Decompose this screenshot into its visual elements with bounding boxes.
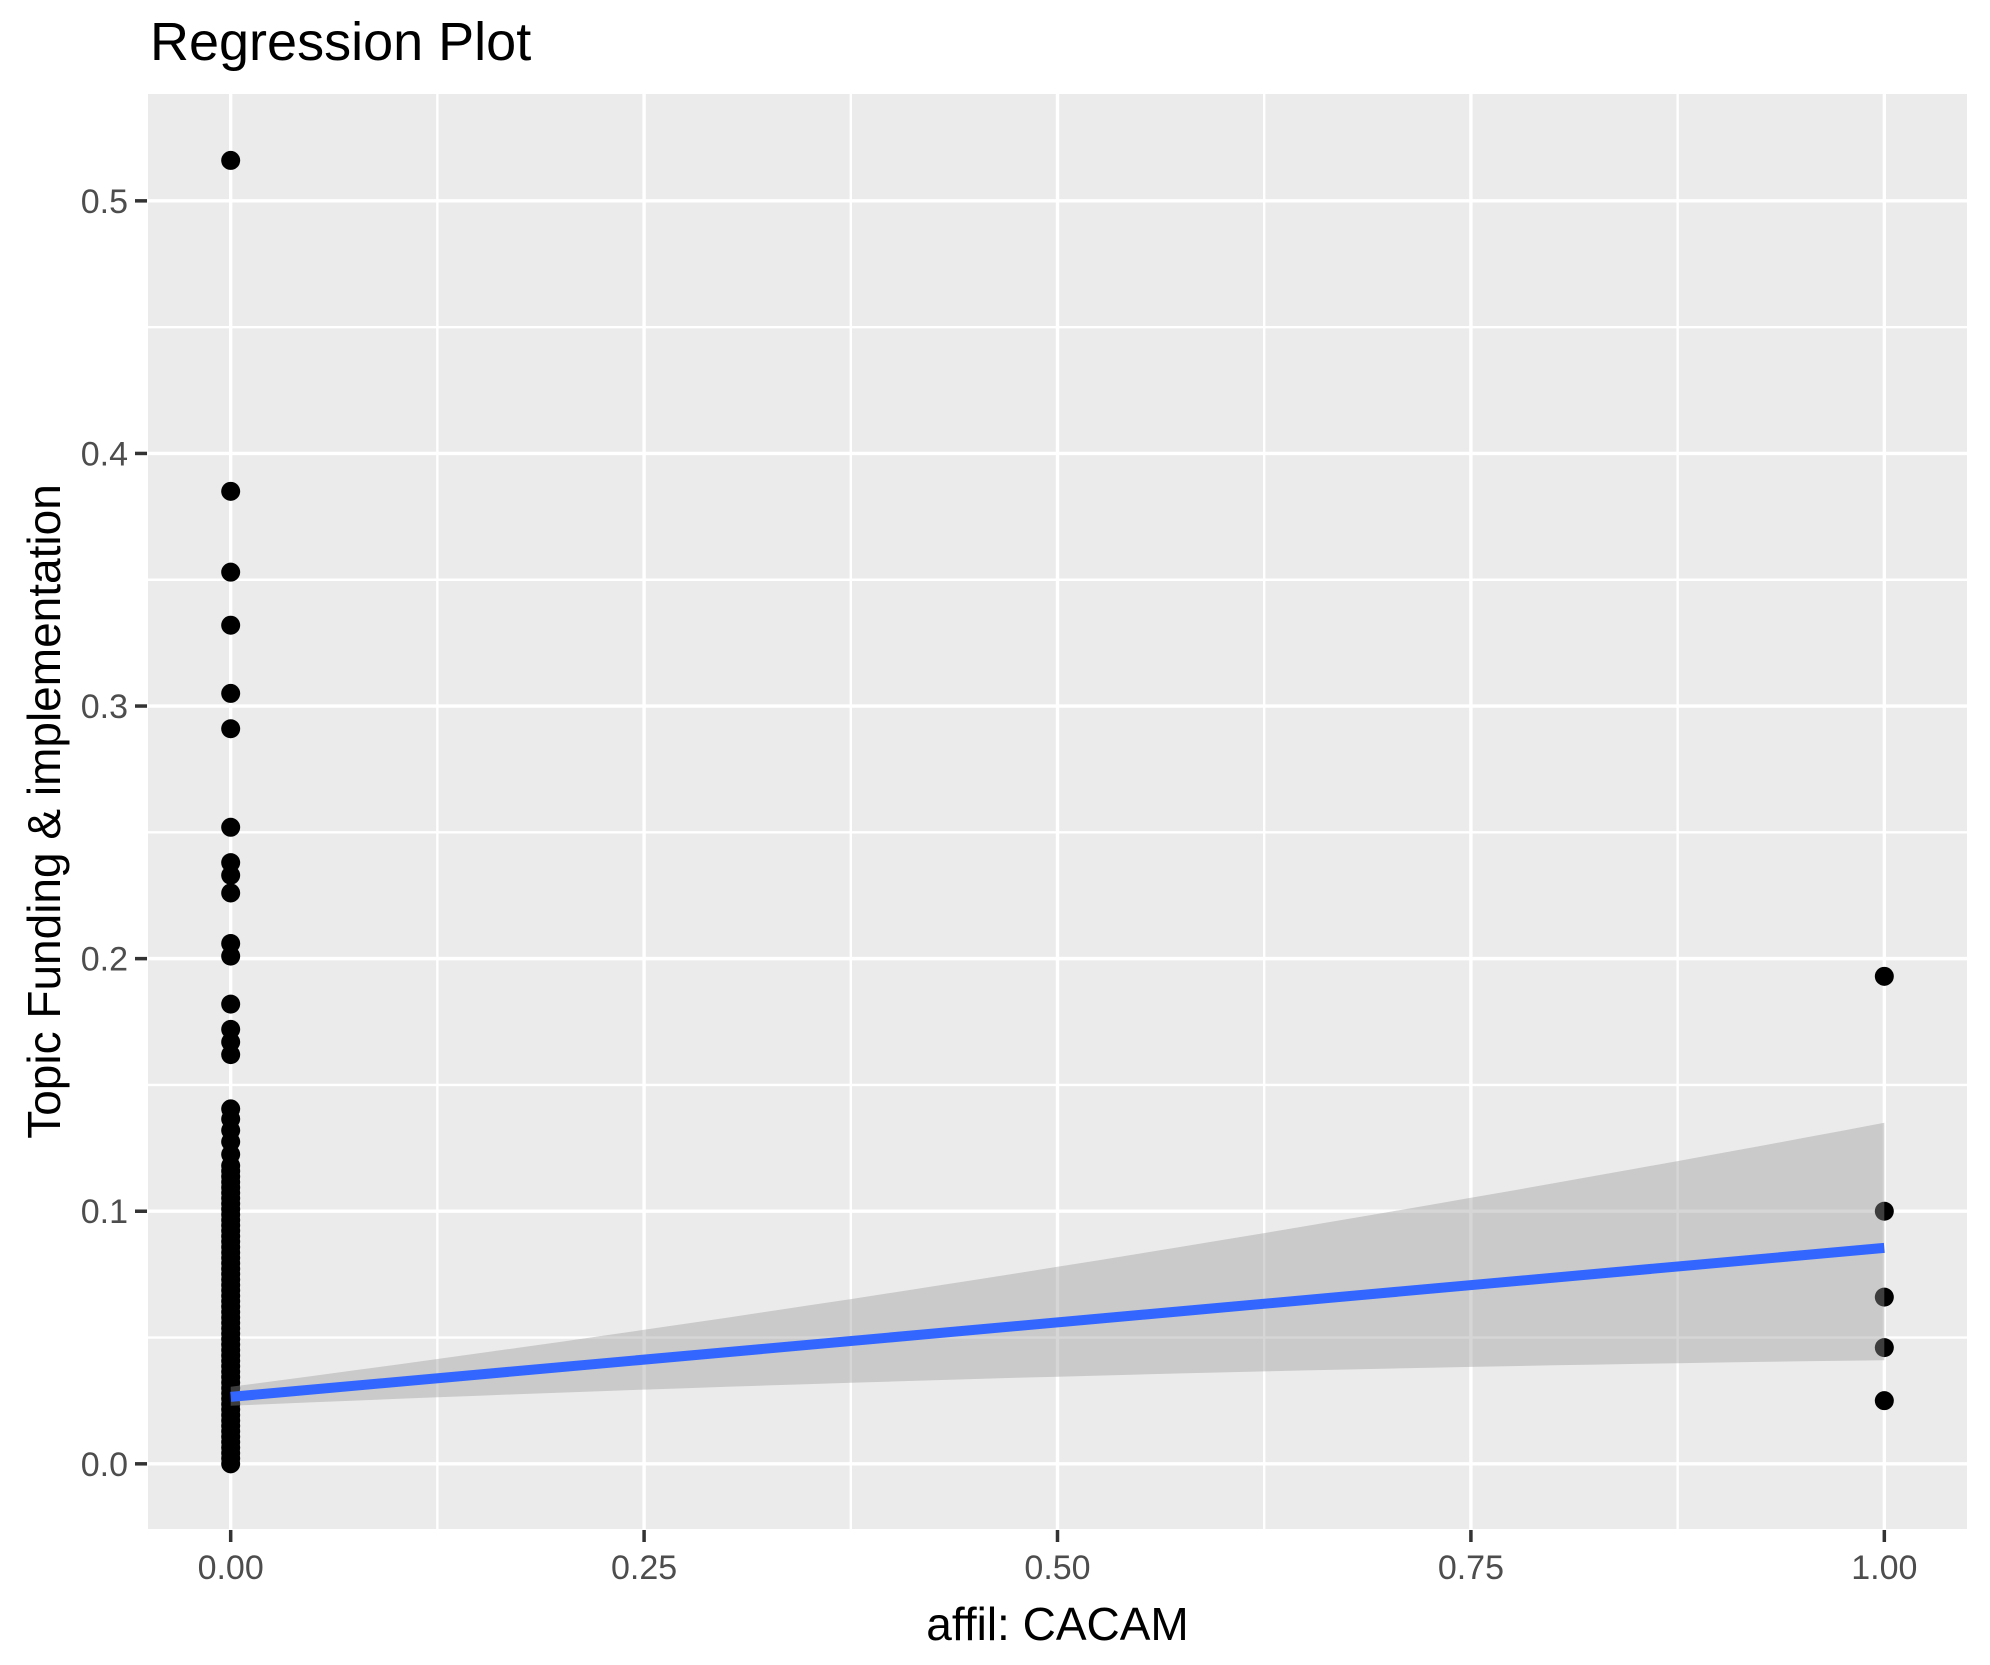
scatter-points: [221, 150, 1894, 1474]
y-axis-tick-label: 0.2: [81, 941, 128, 979]
y-axis-tick-label: 0.4: [81, 435, 128, 473]
x-axis-tick-label: 0.50: [1024, 1549, 1090, 1587]
y-axis-title: Topic Funding & implementation: [18, 484, 70, 1139]
x-axis-tick-labels: 0.00 0.25 0.50 0.75 1.00: [198, 1549, 1918, 1587]
plot-title: Regression Plot: [150, 12, 531, 72]
data-point: [221, 562, 241, 582]
data-point: [221, 994, 241, 1014]
axis-tick-marks: [135, 199, 1887, 1542]
confidence-band: [230, 1122, 1885, 1406]
x-axis-title: affil: CACAM: [926, 1598, 1188, 1650]
x-axis-tick-label: 1.00: [1851, 1549, 1917, 1587]
data-point: [221, 946, 241, 966]
data-point: [221, 1045, 241, 1065]
data-point: [221, 481, 241, 501]
data-point: [221, 719, 241, 739]
y-axis-tick-label: 0.0: [81, 1446, 128, 1484]
data-point: [221, 615, 241, 635]
data-point: [221, 150, 241, 170]
data-point: [221, 817, 241, 837]
x-axis-tick-label: 0.00: [198, 1549, 264, 1587]
regression-line: [230, 1242, 1885, 1402]
x-axis-tick-label: 0.25: [611, 1549, 677, 1587]
y-axis-tick-label: 0.5: [81, 183, 128, 221]
data-point: [1874, 1287, 1894, 1307]
data-point: [221, 865, 241, 885]
data-point: [1874, 1338, 1894, 1358]
data-point: [1874, 1391, 1894, 1411]
data-point: [221, 683, 241, 703]
data-point: [1874, 1201, 1894, 1221]
data-point: [221, 883, 241, 903]
y-axis-tick-label: 0.3: [81, 688, 128, 726]
y-axis-tick-labels: 0.0 0.1 0.2 0.3 0.4 0.5: [81, 183, 128, 1484]
x-axis-tick-label: 0.75: [1438, 1549, 1504, 1587]
y-axis-tick-label: 0.1: [81, 1193, 128, 1231]
data-point: [221, 1156, 241, 1176]
data-point: [1874, 966, 1894, 986]
